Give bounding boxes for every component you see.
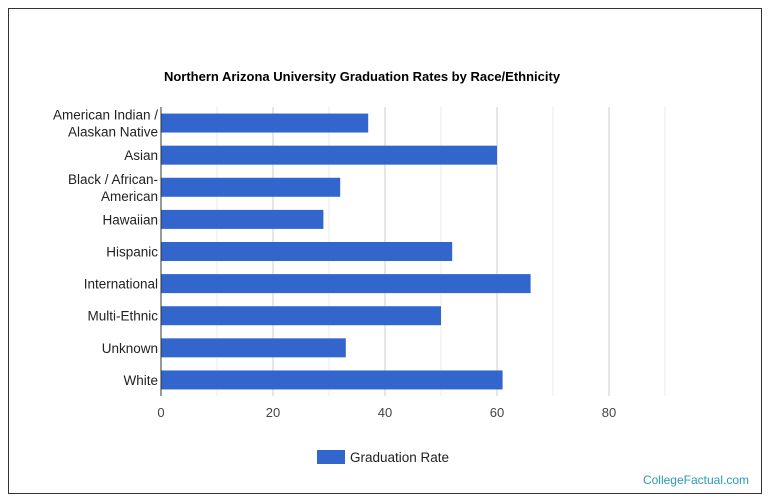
y-tick-label: American Indian / xyxy=(53,108,158,123)
bar-chart: Northern Arizona University Graduation R… xyxy=(53,69,666,465)
x-tick-label: 40 xyxy=(378,405,392,420)
x-tick-label: 80 xyxy=(602,405,616,420)
y-tick-label: International xyxy=(84,277,158,292)
bar xyxy=(161,177,341,197)
y-tick-label: Asian xyxy=(124,148,158,163)
bar xyxy=(161,370,503,390)
legend-swatch xyxy=(317,450,345,464)
x-tick-label: 20 xyxy=(266,405,280,420)
y-tick-label: Alaskan Native xyxy=(68,125,158,140)
y-tick-label: Hispanic xyxy=(106,245,158,260)
bar xyxy=(161,209,324,229)
bar xyxy=(161,338,346,358)
chart-frame: Northern Arizona University Graduation R… xyxy=(8,8,762,494)
bar xyxy=(161,113,369,133)
credit-link[interactable]: CollegeFactual.com xyxy=(642,473,749,487)
chart-title: Northern Arizona University Graduation R… xyxy=(164,69,561,84)
bar xyxy=(161,145,497,165)
x-tick-label: 60 xyxy=(490,405,504,420)
y-tick-label: Black / African- xyxy=(68,172,158,187)
legend-label: Graduation Rate xyxy=(350,450,449,465)
y-tick-label: American xyxy=(101,189,158,204)
y-tick-label: White xyxy=(123,373,158,388)
y-tick-label: Multi-Ethnic xyxy=(87,309,158,324)
bar xyxy=(161,274,531,294)
y-tick-label: Hawaiian xyxy=(102,212,158,227)
y-tick-label: Unknown xyxy=(102,341,158,356)
bar xyxy=(161,242,453,261)
bar xyxy=(161,306,441,326)
x-tick-label: 0 xyxy=(157,405,164,420)
